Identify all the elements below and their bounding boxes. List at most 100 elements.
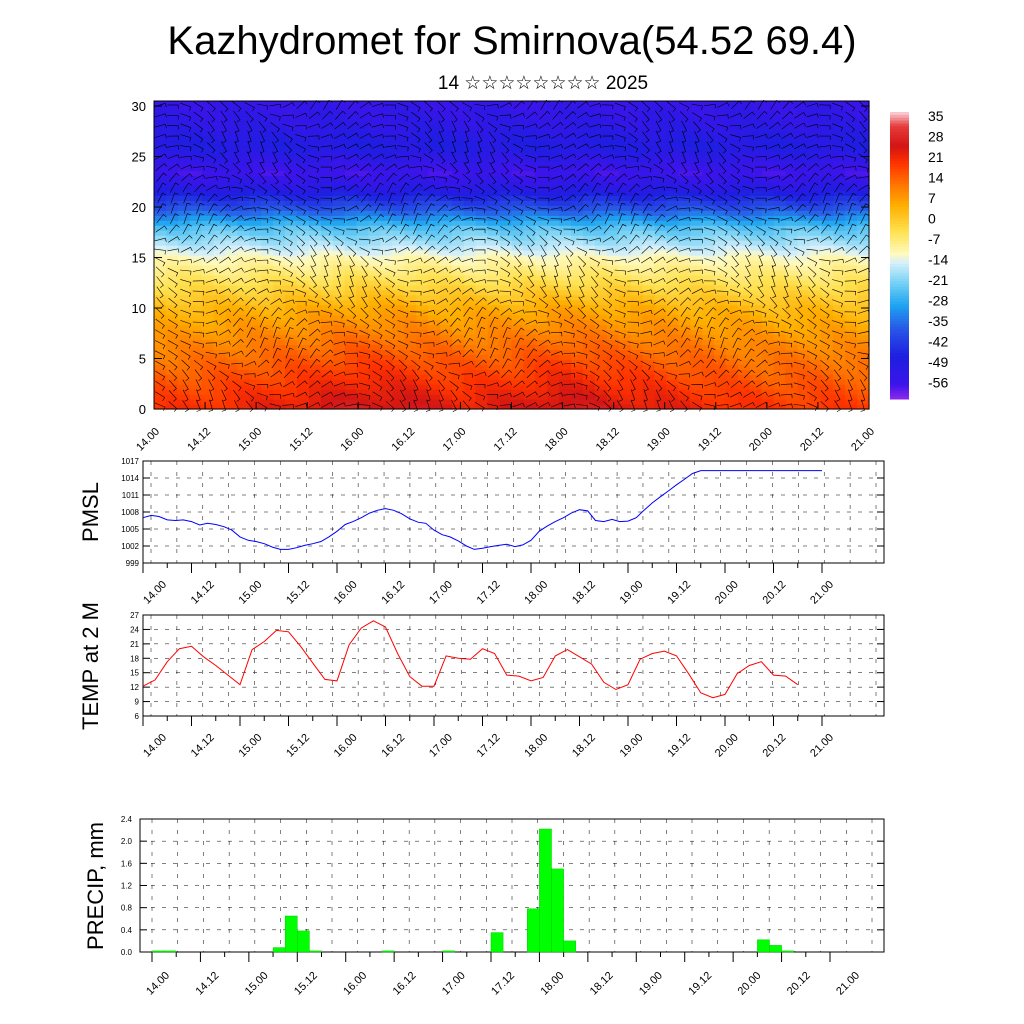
heatmap-cell	[678, 299, 691, 306]
wind-barb	[397, 113, 409, 122]
heatmap-cell	[440, 105, 453, 112]
heatmap-cell	[535, 384, 548, 390]
heatmap-cell	[749, 329, 763, 336]
heatmap-cell	[499, 225, 513, 231]
wind-barb	[541, 265, 546, 278]
wind-barb	[333, 207, 346, 212]
heatmap-cell	[154, 259, 167, 266]
heatmap-cell	[654, 110, 668, 117]
wind-barb	[423, 320, 436, 325]
heatmap-cell	[380, 225, 393, 231]
wind-barb	[590, 297, 599, 309]
heatmap-cell	[809, 195, 822, 201]
wind-barb	[256, 384, 269, 389]
heatmap-cell	[392, 105, 405, 112]
heatmap-cell	[320, 105, 334, 112]
heatmap-cell	[737, 230, 751, 236]
heatmap-cell	[571, 259, 584, 266]
heatmap-cell	[571, 180, 584, 187]
heatmap-cell	[559, 339, 572, 346]
wind-barb	[515, 347, 524, 359]
heatmap-cell	[559, 364, 572, 370]
heatmap-cell	[154, 404, 167, 410]
heatmap-cell	[201, 304, 215, 311]
heatmap-cell	[583, 304, 596, 311]
heatmap-cell	[487, 269, 501, 276]
wind-barb	[605, 202, 613, 214]
heatmap-cell	[297, 245, 310, 251]
heatmap-cell	[714, 240, 727, 246]
heatmap-cell	[428, 364, 441, 370]
heatmap-cell	[618, 259, 632, 266]
heatmap-cell	[285, 240, 298, 246]
heatmap-cell	[654, 120, 668, 127]
wind-barb	[154, 123, 167, 129]
heatmap-cell	[678, 135, 691, 142]
heatmap-cell	[761, 329, 775, 336]
heatmap-cell	[261, 334, 274, 341]
heatmap-cell	[606, 394, 620, 400]
heatmap-cell	[416, 210, 429, 216]
wind-barb	[321, 226, 332, 236]
heatmap-cell	[809, 250, 822, 256]
heatmap-cell	[285, 404, 298, 410]
heatmap-cell	[273, 145, 286, 152]
wind-barb	[692, 297, 704, 306]
heatmap-cell	[702, 329, 715, 336]
heatmap-cell	[761, 125, 775, 132]
heatmap-cell	[499, 110, 513, 117]
wind-barb	[499, 278, 511, 287]
heatmap-cell	[618, 150, 632, 157]
heatmap-cell	[189, 210, 203, 216]
wind-barb	[666, 215, 679, 223]
heatmap-cell	[440, 240, 453, 246]
wind-barb	[181, 369, 190, 382]
heatmap-cell	[237, 165, 250, 172]
heatmap-cell	[583, 145, 596, 152]
heatmap-cell	[177, 240, 191, 246]
heatmap-cell	[356, 259, 370, 266]
heatmap-cell	[749, 210, 763, 216]
heatmap-cell	[630, 374, 644, 380]
heatmap-cell	[761, 120, 775, 127]
heatmap-cell	[773, 344, 787, 350]
heatmap-cell	[523, 195, 536, 201]
heatmap-cell	[690, 140, 703, 147]
heatmap-cell	[571, 250, 584, 256]
heatmap-cell	[630, 334, 644, 341]
heatmap-cell	[356, 120, 370, 127]
heatmap-cell	[440, 185, 453, 192]
wind-barb	[232, 225, 244, 233]
heatmap-cell	[297, 364, 310, 370]
heatmap-cell	[547, 334, 560, 341]
heatmap-cell	[440, 354, 453, 360]
heatmap-cell	[571, 354, 584, 360]
wind-barb	[553, 99, 563, 110]
wind-barb	[358, 404, 371, 410]
heatmap-cell	[344, 404, 358, 410]
heatmap-cell	[165, 394, 179, 400]
heatmap-cell	[642, 334, 656, 341]
heatmap-cell	[154, 190, 167, 196]
heatmap-cell	[833, 334, 846, 341]
heatmap-cell	[630, 289, 644, 296]
wind-barb	[361, 296, 368, 309]
heatmap-cell	[773, 250, 787, 256]
wind-barb	[653, 277, 666, 284]
heatmap-cell	[189, 374, 203, 380]
heatmap-cell	[368, 135, 382, 142]
heatmap-cell	[583, 289, 596, 296]
wind-barb	[435, 186, 448, 191]
heatmap-cell	[559, 120, 572, 127]
heatmap-cell	[344, 165, 358, 172]
heatmap-cell	[523, 220, 536, 226]
heatmap-cell	[154, 125, 167, 132]
heatmap-cell	[654, 379, 668, 385]
wind-barb	[410, 166, 422, 171]
wind-barb	[270, 195, 281, 205]
wind-barb	[590, 172, 602, 182]
heatmap-cell	[189, 250, 203, 256]
wind-barb	[527, 245, 535, 257]
wind-barb	[627, 280, 639, 285]
wind-barb	[525, 311, 537, 316]
